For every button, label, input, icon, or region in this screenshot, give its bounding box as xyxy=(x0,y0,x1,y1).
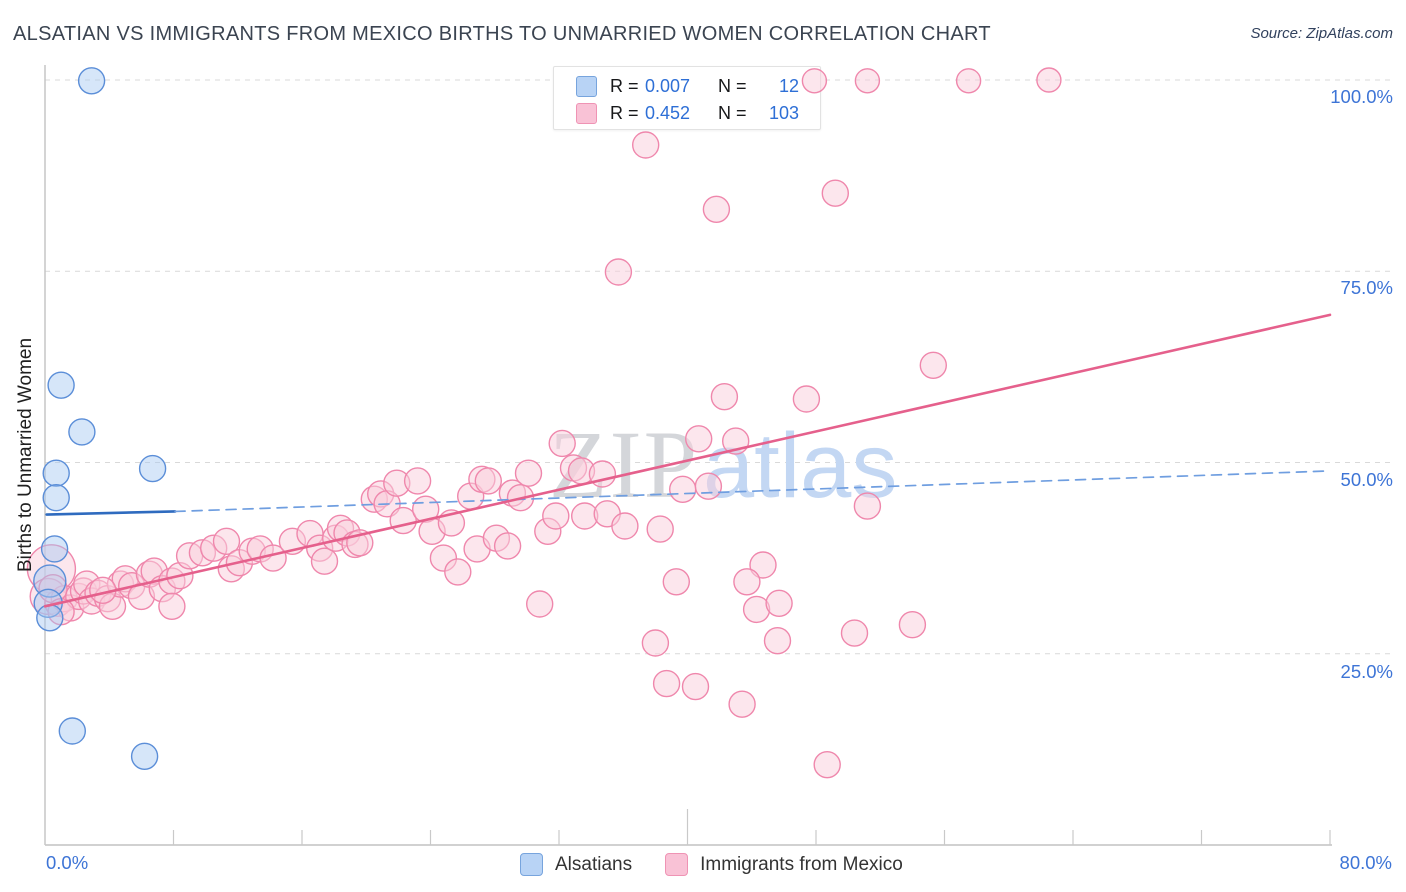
r-value-immigrants: 0.452 xyxy=(645,103,691,123)
scatter-point-alsatians[interactable] xyxy=(138,454,167,483)
n-label: N = xyxy=(718,76,747,96)
scatter-point-alsatians[interactable] xyxy=(40,535,69,563)
scatter-point-alsatians[interactable] xyxy=(58,717,87,745)
series-alsatians xyxy=(33,67,167,770)
scatter-point-immigrants-from-mexico[interactable] xyxy=(1036,67,1062,93)
scatter-point-alsatians[interactable] xyxy=(42,484,70,512)
scatter-point-immigrants-from-mexico[interactable] xyxy=(604,258,633,286)
scatter-point-immigrants-from-mexico[interactable] xyxy=(813,751,841,779)
scatter-point-immigrants-from-mexico[interactable] xyxy=(212,527,241,555)
scatter-point-immigrants-from-mexico[interactable] xyxy=(840,619,869,647)
scatter-point-alsatians[interactable] xyxy=(130,742,159,770)
scatter-point-immigrants-from-mexico[interactable] xyxy=(919,351,947,379)
immigrants-legend-label: Immigrants from Mexico xyxy=(700,853,903,875)
scatter-point-immigrants-from-mexico[interactable] xyxy=(694,472,723,500)
scatter-point-alsatians[interactable] xyxy=(42,459,70,487)
scatter-point-alsatians[interactable] xyxy=(77,67,106,95)
correlation-legend: R = 0.007 N = 12 R = 0.452 N = 103 xyxy=(553,66,821,130)
y-axis-title: Births to Unmarried Women xyxy=(15,337,36,573)
scatter-point-immigrants-from-mexico[interactable] xyxy=(733,568,761,596)
scatter-point-immigrants-from-mexico[interactable] xyxy=(403,467,432,495)
scatter-point-immigrants-from-mexico[interactable] xyxy=(641,629,670,657)
scatter-point-immigrants-from-mexico[interactable] xyxy=(646,515,674,543)
scatter-point-immigrants-from-mexico[interactable] xyxy=(792,385,821,413)
scatter-point-immigrants-from-mexico[interactable] xyxy=(749,551,777,579)
trend-line-alsatians-dashed xyxy=(174,470,1331,513)
y-tick-label-100: 100.0% xyxy=(1330,86,1393,107)
page-title: ALSATIAN VS IMMIGRANTS FROM MEXICO BIRTH… xyxy=(13,23,991,45)
immigrants-swatch-icon xyxy=(576,103,597,124)
scatter-point-immigrants-from-mexico[interactable] xyxy=(662,568,690,596)
scatter-point-immigrants-from-mexico[interactable] xyxy=(310,547,339,575)
y-tick-label-75: 75.0% xyxy=(1340,277,1393,298)
scatter-point-immigrants-from-mexico[interactable] xyxy=(702,195,731,224)
scatter-point-immigrants-from-mexico[interactable] xyxy=(821,179,849,207)
scatter-point-immigrants-from-mexico[interactable] xyxy=(854,68,881,94)
scatter-point-immigrants-from-mexico[interactable] xyxy=(898,611,927,639)
alsatians-legend-label: Alsatians xyxy=(555,853,633,875)
scatter-point-immigrants-from-mexico[interactable] xyxy=(742,595,771,624)
legend-row-alsatians: R = 0.007 N = 12 xyxy=(576,74,820,99)
scatter-point-immigrants-from-mexico[interactable] xyxy=(765,589,793,617)
n-value-immigrants: 103 xyxy=(768,103,799,123)
scatter-point-immigrants-from-mexico[interactable] xyxy=(955,68,982,94)
r-value-alsatians: 0.007 xyxy=(645,76,691,96)
scatter-point-alsatians[interactable] xyxy=(36,604,64,632)
trend-line-immigrants-from-mexico-solid xyxy=(43,313,1332,608)
y-tick-label-25: 25.0% xyxy=(1340,661,1393,682)
scatter-point-immigrants-from-mexico[interactable] xyxy=(652,669,681,698)
series-immigrants-from-mexico xyxy=(26,67,1062,779)
scatter-point-immigrants-from-mexico[interactable] xyxy=(685,425,713,453)
scatter-point-immigrants-from-mexico[interactable] xyxy=(548,429,576,458)
r-label: R = xyxy=(610,76,639,96)
scatter-point-immigrants-from-mexico[interactable] xyxy=(474,467,502,495)
n-value-alsatians: 12 xyxy=(778,76,799,96)
scatter-point-immigrants-from-mexico[interactable] xyxy=(710,383,739,411)
immigrants-legend-swatch-icon xyxy=(665,853,689,876)
scatter-point-immigrants-from-mexico[interactable] xyxy=(801,68,828,94)
r-label: R = xyxy=(610,103,639,123)
scatter-point-immigrants-from-mexico[interactable] xyxy=(526,590,554,618)
scatter-point-immigrants-from-mexico[interactable] xyxy=(444,558,472,586)
scatter-point-immigrants-from-mexico[interactable] xyxy=(681,672,710,701)
scatter-point-immigrants-from-mexico[interactable] xyxy=(763,627,792,655)
series-legend: Alsatians Immigrants from Mexico xyxy=(520,853,903,876)
scatter-point-immigrants-from-mexico[interactable] xyxy=(669,475,697,503)
n-label: N = xyxy=(718,103,747,123)
alsatians-swatch-icon xyxy=(576,76,597,97)
source-attribution: Source: ZipAtlas.com xyxy=(1250,25,1393,42)
scatter-point-immigrants-from-mexico[interactable] xyxy=(542,502,570,530)
scatter-point-immigrants-from-mexico[interactable] xyxy=(728,690,756,718)
scatter-point-immigrants-from-mexico[interactable] xyxy=(632,131,660,159)
x-tick-label-80: 80.0% xyxy=(1339,852,1392,873)
scatter-point-immigrants-from-mexico[interactable] xyxy=(493,532,522,560)
scatter-point-immigrants-from-mexico[interactable] xyxy=(853,492,882,520)
scatter-point-immigrants-from-mexico[interactable] xyxy=(158,592,186,620)
y-tick-label-50: 50.0% xyxy=(1340,469,1393,490)
scatter-point-alsatians[interactable] xyxy=(47,371,75,399)
scatter-point-alsatians[interactable] xyxy=(68,418,96,446)
legend-row-immigrants: R = 0.452 N = 103 xyxy=(576,101,820,126)
scatter-point-alsatians[interactable] xyxy=(33,564,67,598)
scatter-point-immigrants-from-mexico[interactable] xyxy=(514,459,543,487)
x-tick-label-0: 0.0% xyxy=(46,852,89,873)
scatter-point-immigrants-from-mexico[interactable] xyxy=(611,512,639,540)
trend-line-alsatians-solid xyxy=(45,510,177,516)
alsatians-legend-swatch-icon xyxy=(520,853,543,876)
